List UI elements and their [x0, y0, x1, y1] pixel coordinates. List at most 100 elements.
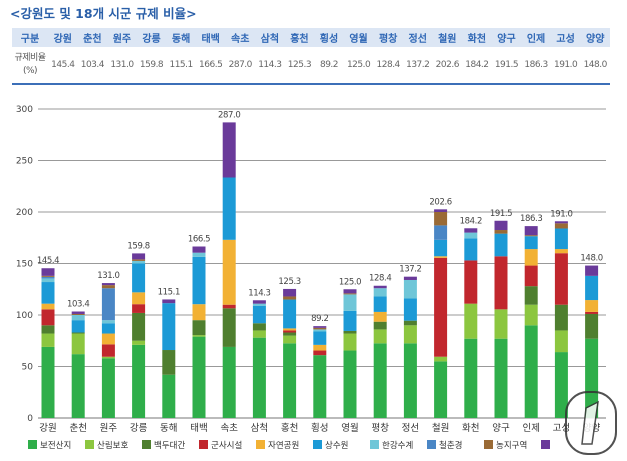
bar-segment	[101, 358, 115, 418]
x-tick-label: 춘천	[69, 423, 86, 434]
bar-segment	[554, 352, 568, 418]
bar-segment	[585, 265, 599, 276]
bar-stack	[101, 283, 115, 418]
column-header: 춘천	[77, 28, 108, 47]
bar-segment	[494, 338, 508, 418]
legend-swatch	[427, 440, 436, 449]
bar-segment	[222, 308, 236, 347]
y-tick-label: 150	[16, 260, 33, 270]
row-label: 규제비율	[14, 53, 46, 63]
data-label: 191.0	[550, 209, 572, 219]
bar-stack	[252, 300, 266, 418]
bar-segment	[494, 233, 508, 257]
bar-segment	[434, 225, 448, 240]
bar-stack	[71, 311, 85, 418]
header-label: 구분	[12, 28, 48, 47]
column-header: 평창	[373, 28, 403, 47]
column-header: 동해	[166, 28, 196, 47]
x-tick-label: 화천	[462, 423, 479, 434]
bar-stack	[222, 122, 236, 418]
bar-segment	[343, 330, 357, 334]
bar-segment	[162, 374, 176, 418]
bar-segment	[132, 259, 146, 261]
bar-segment	[101, 285, 115, 289]
row-unit: (%)	[22, 66, 38, 76]
bar-segment	[313, 329, 327, 332]
legend-swatch	[541, 440, 550, 449]
bar-segment	[403, 276, 417, 280]
column-header: 속초	[225, 28, 256, 47]
bar-segment	[464, 303, 478, 339]
bar-segment	[464, 238, 478, 261]
bar-segment	[192, 304, 206, 321]
value-cell: 125.0	[343, 47, 374, 85]
data-label: 184.2	[460, 216, 482, 226]
row-label-cell: 규제비율 (%)	[12, 47, 48, 85]
bar-segment	[464, 232, 478, 239]
bar-segment	[71, 333, 85, 355]
legend-swatch	[199, 440, 208, 449]
column-header: 강원	[48, 28, 78, 47]
bar-segment	[554, 223, 568, 229]
value-cell: 137.2	[402, 47, 433, 85]
x-tick-label: 속초	[220, 423, 238, 434]
bar-segment	[41, 325, 55, 334]
bar-segment	[403, 343, 417, 418]
bar-segment	[464, 260, 478, 304]
bar-stack	[132, 253, 146, 418]
bar-segment	[162, 350, 176, 375]
value-cell: 202.6	[432, 47, 463, 85]
bar-segment	[132, 304, 146, 313]
x-tick-label: 동해	[160, 422, 177, 434]
legend-label: 보전산지	[40, 440, 71, 451]
bar-segment	[524, 325, 538, 418]
x-tick-label: 원주	[100, 423, 118, 434]
bar-segment	[343, 333, 357, 351]
bar-segment	[71, 332, 85, 334]
bar-segment	[524, 235, 538, 237]
bar-segment	[403, 325, 417, 344]
column-header: 고성	[550, 28, 581, 47]
bar-segment	[313, 326, 327, 328]
data-label: 128.4	[369, 274, 391, 284]
bar-segment	[283, 335, 297, 344]
column-header: 정선	[402, 28, 433, 47]
bar-segment	[554, 330, 568, 353]
column-header: 강릉	[136, 28, 167, 47]
bar-segment	[192, 320, 206, 336]
bar-segment	[585, 313, 599, 339]
legend-swatch	[313, 440, 322, 449]
bar-segment	[434, 212, 448, 226]
data-label: 131.0	[97, 271, 119, 281]
data-label: 115.1	[158, 287, 180, 297]
bar-segment	[464, 338, 478, 418]
bar-stack	[554, 221, 568, 418]
bar-segment	[343, 293, 357, 295]
bar-segment	[71, 315, 85, 321]
legend-swatch	[142, 440, 151, 449]
bar-segment	[283, 330, 297, 333]
legend-swatch	[484, 440, 493, 449]
bar-segment	[252, 303, 266, 306]
table-row: 규제비율 (%) 145.4 103.4 131.0 159.8 115.1 166.5 2…	[12, 47, 610, 85]
y-tick-label: 300	[16, 105, 33, 115]
data-label: 287.0	[218, 110, 240, 120]
bar-segment	[373, 321, 387, 330]
x-tick-label: 평창	[371, 423, 389, 434]
value-cell: 159.8	[136, 47, 167, 85]
x-tick-label: 횡성	[311, 422, 328, 434]
bar-segment	[41, 268, 55, 276]
bar-segment	[494, 230, 508, 234]
bar-segment	[494, 220, 508, 231]
bar-segment	[373, 288, 387, 297]
bar-segment	[554, 249, 568, 254]
bar-segment	[192, 336, 206, 418]
bar-segment	[373, 343, 387, 418]
x-tick-label: 정선	[402, 423, 419, 434]
bar-segment	[373, 296, 387, 312]
y-tick-label: 0	[27, 414, 33, 424]
bar-segment	[252, 337, 266, 418]
data-label: 114.3	[248, 288, 270, 298]
bar-segment	[162, 303, 176, 351]
bar-segment	[101, 288, 115, 321]
